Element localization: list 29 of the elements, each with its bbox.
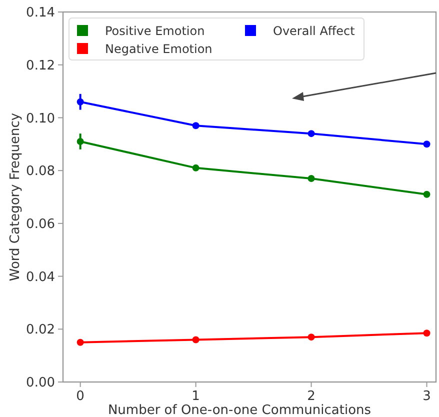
y-tick-label: 0.00	[26, 376, 55, 391]
y-tick-label: 0.10	[26, 111, 55, 126]
point	[423, 190, 430, 198]
y-tick-label: 0.14	[26, 6, 55, 21]
point	[423, 140, 430, 148]
x-tick-label: 0	[76, 389, 84, 404]
y-tick-label: 0.06	[26, 216, 55, 232]
y-tick-label: 0.02	[26, 322, 55, 338]
point	[192, 336, 200, 344]
x-tick-label: 1	[192, 389, 200, 404]
point	[76, 98, 84, 106]
x-tick-label: 3	[422, 389, 431, 404]
point	[308, 334, 315, 341]
point	[76, 338, 84, 346]
y-axis-title: Word Category Frequency	[8, 112, 23, 282]
point	[192, 164, 200, 172]
x-axis-title: Number of One-on-one Communications	[108, 403, 372, 417]
x-tick-label: 2	[307, 389, 316, 404]
point	[192, 122, 200, 130]
point	[76, 138, 84, 145]
y-tick-label: 0.12	[26, 58, 55, 74]
legend-label: Overall Affect	[273, 24, 356, 38]
y-tick-label: 0.04	[26, 270, 55, 285]
point	[308, 130, 315, 138]
legend-label: Positive Emotion	[105, 24, 205, 38]
point	[308, 175, 315, 182]
y-tick-label: 0.08	[26, 164, 55, 180]
legend-label: Negative Emotion	[105, 42, 212, 56]
point	[423, 330, 430, 337]
